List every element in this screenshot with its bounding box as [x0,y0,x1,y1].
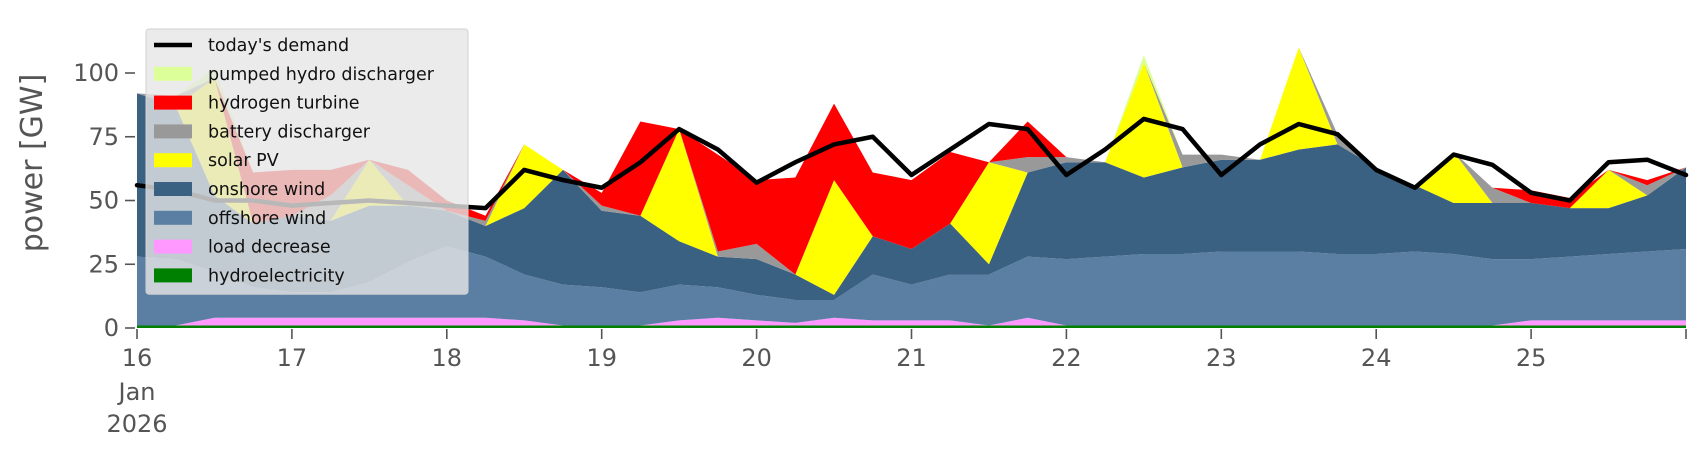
x-tick-label: 24 [1361,344,1392,372]
area-hydrogen-turbine [137,47,1686,275]
x-tick-label: 18 [432,344,463,372]
x-tick-label: 20 [741,344,772,372]
legend-label-pumped-hydro-discharger: pumped hydro discharger [208,65,435,85]
y-tick-label: 75 [88,123,119,151]
y-axis: 0 25 50 75 100 [73,59,135,342]
y-tick-label: 50 [88,187,119,215]
legend-swatch-battery-discharger [154,124,192,139]
area-offshore-wind [137,246,1686,326]
x-tick-sublabel: 2026 [106,410,167,438]
x-tick-sublabel: Jan [117,378,156,406]
x-tick-label: 19 [586,344,617,372]
legend-label-hydroelectricity: hydroelectricity [208,266,345,286]
legend-swatch-solar-pv [154,153,192,168]
legend: today's demand pumped hydro discharger hyd… [145,28,469,295]
x-tick-label: 25 [1516,344,1547,372]
legend-swatch-offshore-wind [154,210,192,225]
x-tick-label: 17 [277,344,308,372]
legend-label-solar-pv: solar PV [208,151,279,171]
x-tick-label: 23 [1206,344,1237,372]
legend-box [145,28,469,295]
area-hydroelectricity [137,325,1686,328]
legend-label-today-s-demand: today's demand [208,36,349,56]
legend-swatch-hydroelectricity [154,268,192,283]
x-tick-label: 16 [122,344,153,372]
legend-label-load-decrease: load decrease [208,238,331,258]
legend-label-offshore-wind: offshore wind [208,209,326,229]
legend-swatch-hydrogen-turbine [154,95,192,110]
area-solar-pv [137,47,1686,295]
legend-label-onshore-wind: onshore wind [208,180,325,200]
y-tick-label: 0 [104,314,119,342]
x-tick-label: 21 [896,344,927,372]
area-onshore-wind [137,93,1686,300]
legend-label-battery-discharger: battery discharger [208,122,371,142]
area-load-decrease [137,317,1686,326]
x-axis: 16 17 18 19 20 21 22 23 24 25 Jan 2026 [106,329,1687,438]
stacked-areas [137,47,1686,328]
legend-swatch-load-decrease [154,239,192,254]
y-axis-title: power [GW] [15,74,50,253]
legend-swatch-onshore-wind [154,182,192,196]
x-tick-label: 22 [1051,344,1082,372]
legend-label-hydrogen-turbine: hydrogen turbine [208,94,360,114]
y-tick-label: 25 [88,250,119,278]
legend-swatch-pumped-hydro-discharger [154,66,192,81]
y-tick-label: 100 [73,59,119,87]
